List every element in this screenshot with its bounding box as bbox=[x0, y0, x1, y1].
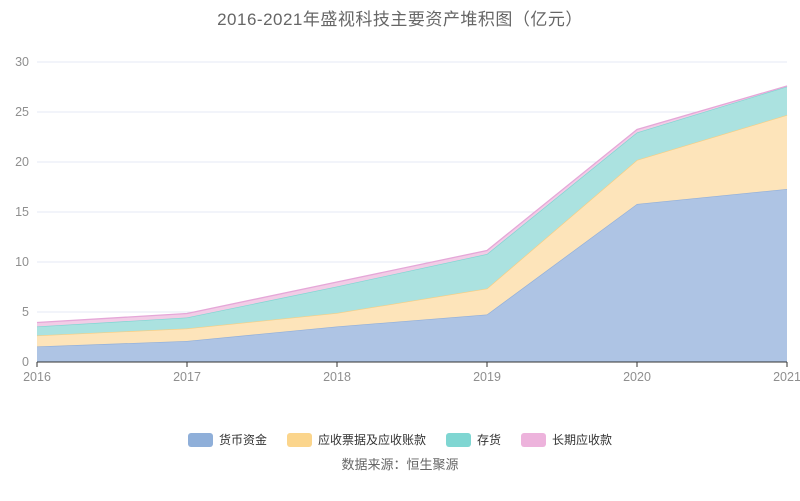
y-axis-label-0: 0 bbox=[22, 355, 29, 369]
x-axis-label-2020: 2020 bbox=[623, 370, 651, 384]
legend-label: 货币资金 bbox=[218, 433, 267, 447]
legend-swatch-notes-receivable bbox=[286, 432, 312, 447]
y-axis-label-10: 10 bbox=[15, 255, 29, 269]
x-axis-label-2016: 2016 bbox=[23, 370, 51, 384]
chart-title: 2016-2021年盛视科技主要资产堆积图（亿元） bbox=[217, 10, 583, 29]
x-axis-label-2017: 2017 bbox=[173, 370, 201, 384]
legend-label: 存货 bbox=[477, 433, 502, 447]
legend-swatch-long-term-receivables bbox=[521, 432, 547, 447]
legend-swatch-monetary-funds bbox=[187, 432, 213, 447]
legend-item-long-term-receivables[interactable]: 长期应收款 bbox=[521, 431, 612, 448]
legend-label: 应收票据及应收账款 bbox=[317, 433, 426, 447]
x-axis-label-2021: 2021 bbox=[773, 370, 800, 384]
area-series-2[interactable] bbox=[37, 86, 787, 336]
y-axis-label-30: 30 bbox=[15, 55, 29, 69]
line-series-3 bbox=[36, 85, 788, 324]
legend-label: 长期应收款 bbox=[552, 433, 613, 447]
y-axis-label-20: 20 bbox=[15, 155, 29, 169]
data-source-note: 数据来源：恒生聚源 bbox=[341, 457, 459, 472]
x-axis-label-2018: 2018 bbox=[323, 370, 351, 384]
legend: 货币资金 应收票据及应收账款 存货 长期应收款 bbox=[0, 431, 800, 448]
legend-item-monetary-funds[interactable]: 货币资金 bbox=[187, 431, 267, 448]
legend-item-notes-receivable[interactable]: 应收票据及应收账款 bbox=[286, 431, 426, 448]
legend-swatch-inventory bbox=[446, 432, 471, 447]
legend-item-inventory[interactable]: 存货 bbox=[446, 431, 501, 448]
y-axis-label-15: 15 bbox=[15, 205, 29, 219]
y-axis-label-5: 5 bbox=[22, 305, 29, 319]
y-axis-label-25: 25 bbox=[15, 105, 29, 119]
x-axis-label-2019: 2019 bbox=[473, 370, 501, 384]
stacked-area-chart[interactable]: 0 5 10 15 20 25 30 2016 2017 2018 2019 2020 2021 bbox=[0, 0, 800, 420]
